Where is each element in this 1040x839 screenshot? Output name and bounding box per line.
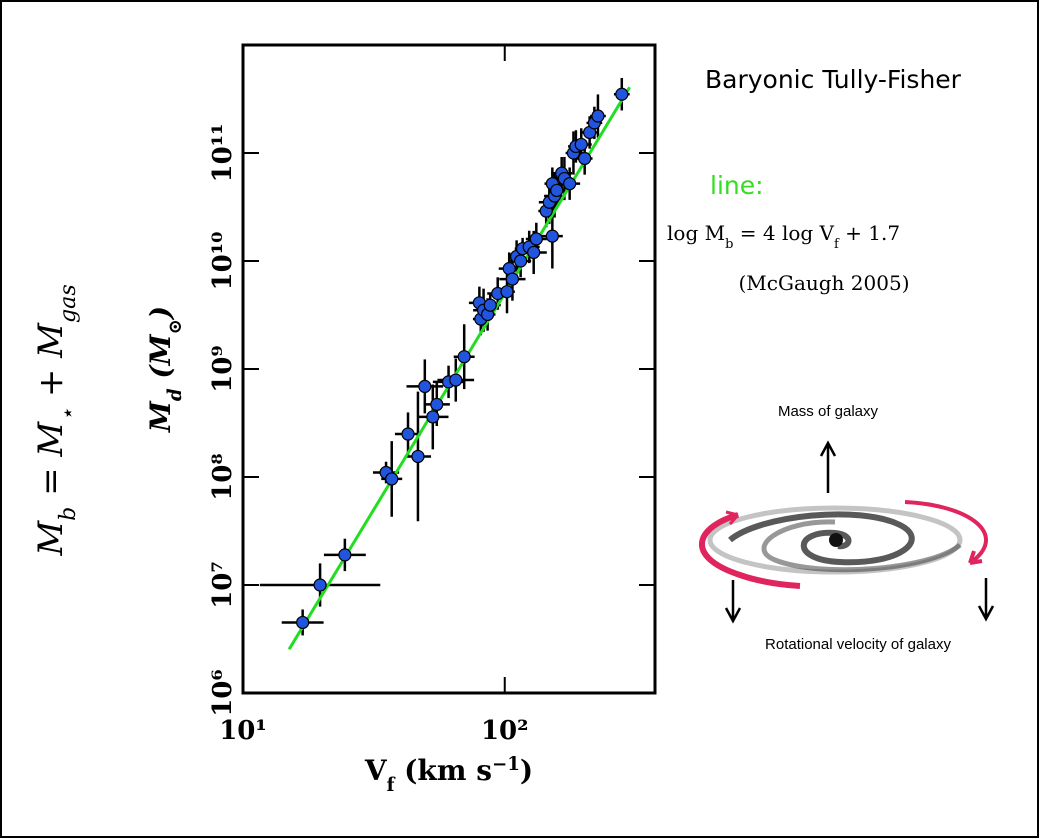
formula-part: b	[55, 507, 81, 521]
point	[514, 254, 528, 268]
formula: Mb = M⋆ + Mgas	[31, 284, 81, 556]
point	[313, 578, 327, 592]
point	[401, 427, 415, 441]
x-tick-label: 10¹	[219, 716, 267, 746]
point	[550, 183, 564, 198]
x-tick-label: 10²	[481, 716, 529, 746]
point	[578, 151, 592, 166]
fit-equation-part: log M	[667, 221, 725, 245]
x-axis-label-part: (km s	[394, 754, 492, 787]
point	[418, 379, 432, 394]
velocity-label: Rotational velocity of galaxy	[765, 636, 951, 653]
y-axis-label-part: M	[144, 400, 177, 433]
point	[483, 298, 497, 312]
x-axis-label-part: f	[387, 775, 396, 796]
point	[338, 548, 352, 562]
formula-part: = M	[31, 421, 71, 507]
formula-part: gas	[55, 284, 81, 323]
point	[457, 350, 471, 364]
x-axis-label-part: −1	[492, 754, 520, 775]
chart-title: Baryonic Tully-Fisher	[705, 65, 962, 94]
fit-heading: line:	[710, 171, 764, 200]
point	[529, 232, 543, 246]
point	[574, 137, 588, 152]
y-axis-label-part: (M	[144, 333, 177, 388]
fit-source: (McGaugh 2005)	[738, 271, 909, 295]
y-axis-label: Md (M⊙)	[144, 306, 186, 433]
y-tick-label: 10⁹	[208, 345, 238, 393]
point	[411, 449, 425, 464]
point	[426, 410, 440, 424]
galaxy-diagram	[699, 440, 995, 624]
point	[591, 109, 605, 123]
point	[563, 177, 577, 191]
point	[615, 87, 629, 101]
y-tick-label: 10⁷	[208, 561, 238, 609]
mass-label: Mass of galaxy	[778, 403, 879, 420]
x-axis-label-part: V	[364, 754, 388, 787]
point	[430, 397, 444, 412]
fit-equation-part: b	[725, 237, 733, 252]
formula-part: + M	[31, 322, 71, 408]
point	[296, 615, 310, 630]
y-tick-label: 10⁸	[208, 453, 238, 501]
y-axis-label-part: d	[165, 388, 186, 401]
y-tick-label: 10¹⁰	[208, 232, 238, 291]
point	[545, 229, 559, 243]
formula-part: M	[31, 520, 71, 557]
fit-equation-part: = 4 log V	[733, 221, 834, 245]
point	[500, 285, 514, 299]
point	[385, 472, 399, 486]
y-axis-label-part: )	[144, 306, 177, 321]
point	[527, 245, 541, 260]
y-tick-label: 10¹¹	[208, 124, 238, 183]
point	[505, 272, 520, 286]
point	[449, 373, 463, 387]
formula-part: ⋆	[55, 408, 81, 422]
fit-equation-part: f	[834, 237, 840, 252]
fit-equation-part: + 1.7	[839, 221, 900, 245]
y-axis-label-part: ⊙	[165, 319, 186, 334]
y-tick-label: 10⁶	[208, 669, 238, 717]
x-axis-label: Vf (km s−1)	[364, 754, 533, 796]
fit-equation: log Mb = 4 log Vf + 1.7	[667, 221, 900, 252]
x-axis-label-part: )	[520, 754, 533, 787]
